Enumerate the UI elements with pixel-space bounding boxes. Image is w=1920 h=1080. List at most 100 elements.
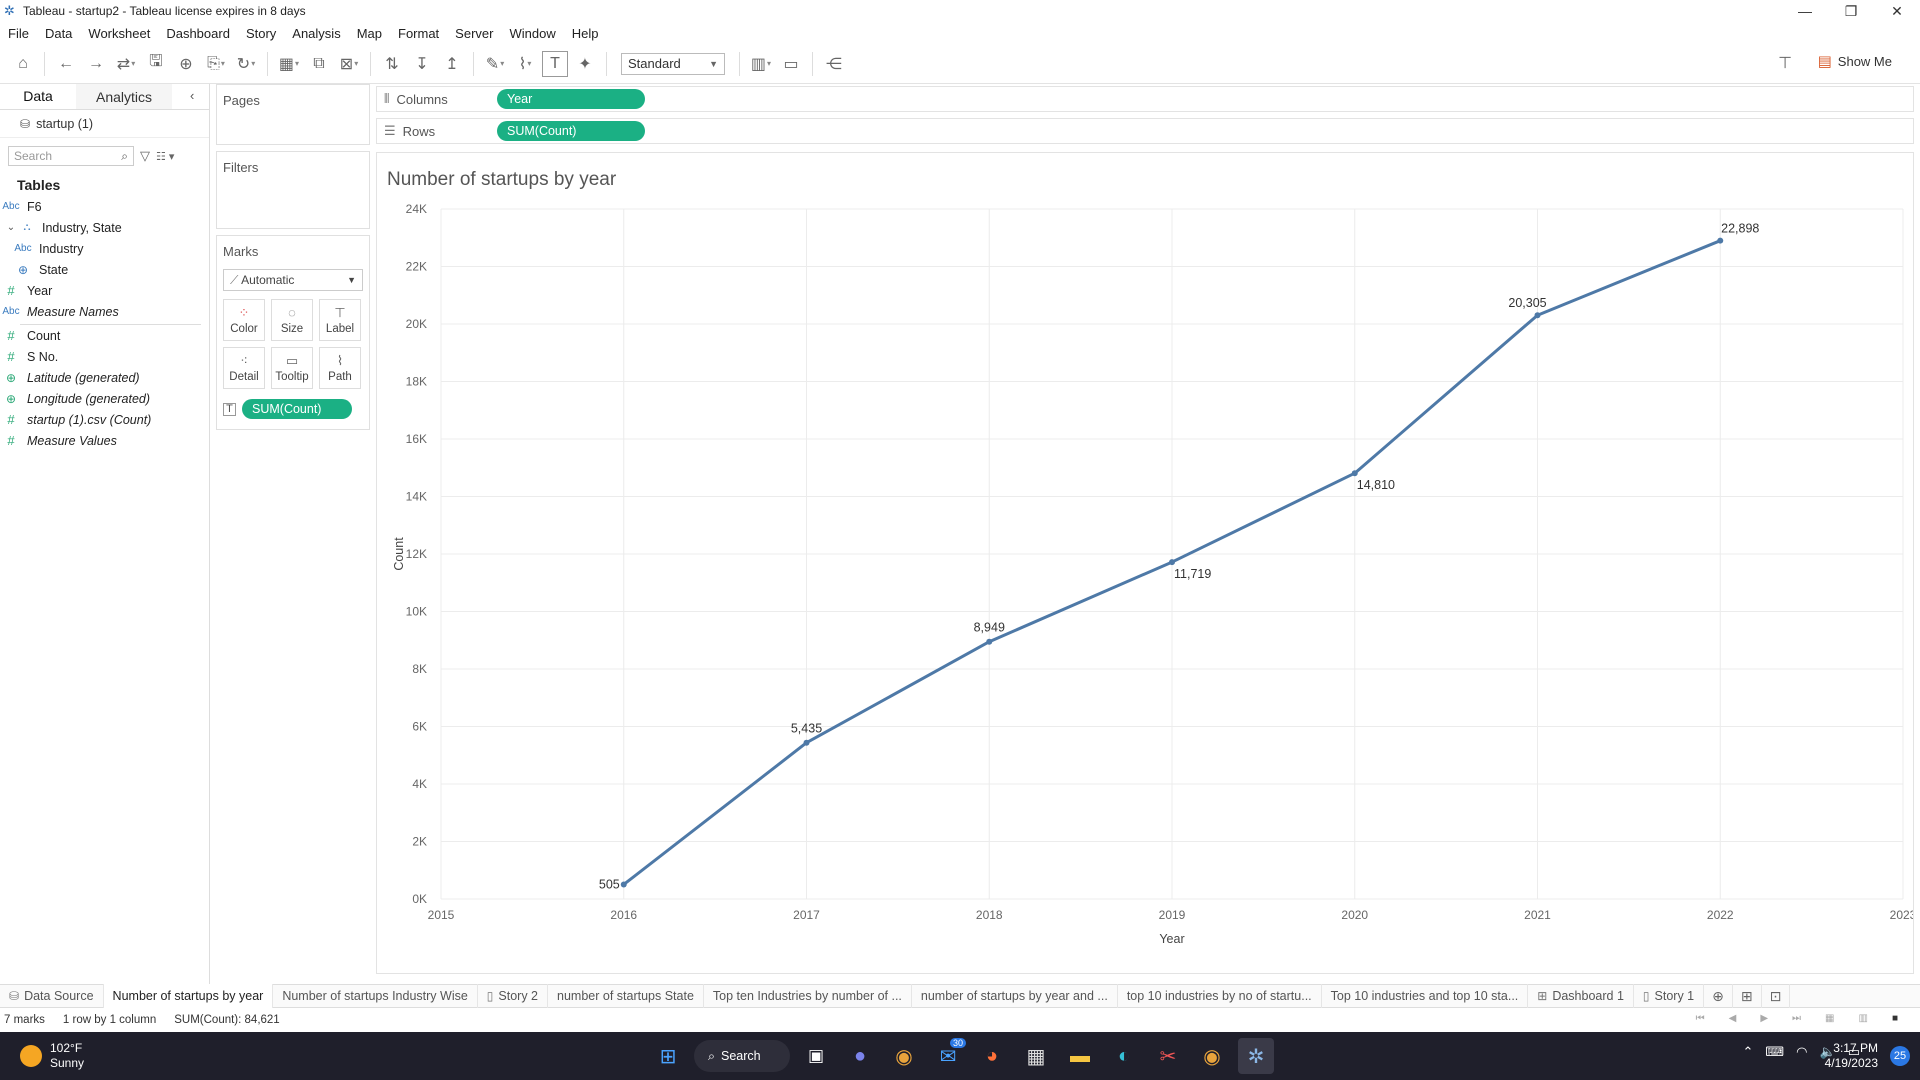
- restore-button[interactable]: ❐: [1844, 2, 1858, 19]
- swap-rows-columns-icon[interactable]: ⇅: [385, 55, 399, 73]
- new-worksheet-icon[interactable]: ⊕: [1704, 984, 1733, 1008]
- task-view-icon[interactable]: ▣: [807, 1046, 825, 1065]
- field-item[interactable]: ⊕ Latitude (generated): [0, 367, 209, 388]
- filters-card[interactable]: Filters: [216, 151, 370, 229]
- menu-data[interactable]: Data: [44, 25, 73, 41]
- columns-shelf[interactable]: ⫴ Columns Year: [376, 86, 1914, 112]
- mail-icon[interactable]: ✉ 30: [930, 1038, 966, 1074]
- menu-help[interactable]: Help: [571, 25, 599, 41]
- group-members-icon[interactable]: ⌇: [512, 51, 538, 77]
- menu-file[interactable]: File: [8, 25, 29, 41]
- detail-button[interactable]: ⁖ Detail: [223, 347, 265, 389]
- firefox-icon[interactable]: ◕: [985, 1044, 999, 1067]
- menu-worksheet[interactable]: Worksheet: [88, 25, 151, 41]
- edge-icon[interactable]: ◐: [1117, 1044, 1131, 1067]
- tab-story[interactable]: ▯ Story 2: [478, 984, 549, 1008]
- menu-format[interactable]: Format: [398, 25, 440, 41]
- tooltip-button[interactable]: ▭ Tooltip: [271, 347, 313, 389]
- fit-select[interactable]: Standard ▼: [621, 52, 725, 75]
- filmstrip-icon[interactable]: ▥: [1858, 1013, 1868, 1024]
- sort-descending-icon[interactable]: ↥: [445, 55, 459, 73]
- label-button[interactable]: ⊤ Label: [319, 299, 361, 341]
- chrome-profile-icon[interactable]: ◉: [1203, 1045, 1221, 1068]
- prev-sheet-icon[interactable]: ◀: [1728, 1013, 1737, 1024]
- close-button[interactable]: ✕: [1891, 2, 1903, 19]
- field-item[interactable]: Abc F6: [0, 196, 209, 217]
- replay-icon[interactable]: ⇄: [113, 51, 139, 77]
- tab-data-source[interactable]: ⛁ Data Source: [0, 984, 104, 1008]
- first-sheet-icon[interactable]: ⏮: [1695, 1013, 1705, 1024]
- redo-icon[interactable]: →: [88, 54, 104, 72]
- notifications-badge[interactable]: 25: [1890, 1046, 1910, 1066]
- tableau-taskbar-icon[interactable]: ✲: [1238, 1038, 1274, 1074]
- highlight-icon[interactable]: ✎: [482, 51, 508, 77]
- columns-year-pill[interactable]: Year: [497, 89, 645, 109]
- field-item[interactable]: Abc Industry: [0, 238, 209, 259]
- keyboard-icon[interactable]: ⌨: [1765, 1044, 1785, 1059]
- menu-analysis[interactable]: Analysis: [292, 25, 341, 41]
- field-item[interactable]: # Count: [0, 325, 209, 346]
- field-item[interactable]: ⌄ ⛬ Industry, State: [0, 217, 209, 238]
- weather-widget[interactable]: 102°F Sunny: [20, 1041, 84, 1071]
- field-item[interactable]: Abc Measure Names: [0, 301, 209, 322]
- sheet-sorter-icon[interactable]: ▦: [1825, 1013, 1835, 1024]
- wifi-icon[interactable]: ◠: [1796, 1044, 1808, 1059]
- menu-dashboard[interactable]: Dashboard: [166, 25, 230, 41]
- minimize-button[interactable]: —: [1798, 3, 1812, 19]
- path-button[interactable]: ⌇ Path: [319, 347, 361, 389]
- show-mark-labels-icon[interactable]: T: [542, 50, 568, 77]
- presentation-mode-icon[interactable]: ▭: [783, 55, 799, 73]
- data-source-item[interactable]: ⛁ startup (1): [0, 110, 209, 138]
- clock[interactable]: 3:17 PM 4/19/2023: [1825, 1041, 1878, 1071]
- battery-icon[interactable]: ▭: [1847, 1044, 1860, 1059]
- pages-card[interactable]: Pages: [216, 84, 370, 145]
- new-data-source-icon[interactable]: ⊕: [179, 55, 193, 73]
- tab-sheet[interactable]: top 10 industries by no of startu...: [1118, 984, 1322, 1008]
- field-item[interactable]: # S No.: [0, 346, 209, 367]
- store-icon[interactable]: ▦: [1026, 1045, 1046, 1068]
- tab-sheet[interactable]: Top ten Industries by number of ...: [704, 984, 912, 1008]
- field-item[interactable]: # Year: [0, 280, 209, 301]
- view-options-icon[interactable]: ☷ ▾: [156, 150, 175, 163]
- clear-sheet-icon[interactable]: ⊠: [336, 51, 362, 77]
- rows-sum-count-pill[interactable]: SUM(Count): [497, 121, 645, 141]
- new-story-icon[interactable]: ⊡: [1762, 984, 1791, 1008]
- refresh-icon[interactable]: ↻: [233, 51, 259, 77]
- marks-sum-count-pill[interactable]: SUM(Count): [242, 399, 352, 419]
- mark-type-select[interactable]: ⟋ Automatic ▼: [223, 269, 363, 291]
- field-item[interactable]: # startup (1).csv (Count): [0, 409, 209, 430]
- home-icon[interactable]: ⌂: [18, 54, 28, 72]
- tab-sheet[interactable]: Number of startups Industry Wise: [273, 984, 478, 1008]
- undo-icon[interactable]: ←: [58, 54, 74, 72]
- field-item[interactable]: # Measure Values: [0, 430, 209, 451]
- last-sheet-icon[interactable]: ⏭: [1792, 1013, 1802, 1024]
- filter-icon[interactable]: ▽: [140, 148, 150, 163]
- next-sheet-icon[interactable]: ▶: [1760, 1013, 1769, 1024]
- volume-icon[interactable]: 🔈: [1819, 1044, 1836, 1059]
- menu-window[interactable]: Window: [509, 25, 556, 41]
- tab-data[interactable]: Data: [0, 84, 76, 109]
- format-painter-icon[interactable]: ⊤: [1778, 55, 1792, 72]
- start-icon[interactable]: ⊞: [659, 1045, 677, 1068]
- new-worksheet-icon[interactable]: ▦: [276, 51, 302, 77]
- collapse-pane-icon[interactable]: ‹: [190, 88, 195, 103]
- rows-shelf[interactable]: ☰ Rows SUM(Count): [376, 118, 1914, 144]
- taskbar-search[interactable]: ⌕ Search: [694, 1040, 790, 1072]
- tab-story[interactable]: ▯ Story 1: [1634, 984, 1705, 1008]
- tab-dashboard[interactable]: ⊞ Dashboard 1: [1528, 984, 1634, 1008]
- new-dashboard-icon[interactable]: ⊞: [1733, 984, 1762, 1008]
- size-button[interactable]: ◌ Size: [271, 299, 313, 341]
- sort-ascending-icon[interactable]: ↧: [415, 55, 429, 73]
- file-explorer-icon[interactable]: ▬: [1070, 1044, 1090, 1067]
- tray-overflow-icon[interactable]: ⌃: [1742, 1044, 1754, 1059]
- fix-axes-icon[interactable]: ✦: [578, 55, 592, 73]
- teams-icon[interactable]: ●: [853, 1044, 867, 1067]
- tab-sheet[interactable]: Top 10 industries and top 10 sta...: [1322, 984, 1529, 1008]
- menu-map[interactable]: Map: [356, 25, 382, 41]
- search-input[interactable]: Search ⌕: [8, 146, 134, 166]
- menu-server[interactable]: Server: [455, 25, 494, 41]
- show-me-button[interactable]: ▤ Show Me: [1818, 52, 1892, 70]
- field-item[interactable]: ⊕ State: [0, 259, 209, 280]
- pause-updates-icon[interactable]: ⎘: [203, 51, 229, 77]
- tab-analytics[interactable]: Analytics: [76, 84, 172, 109]
